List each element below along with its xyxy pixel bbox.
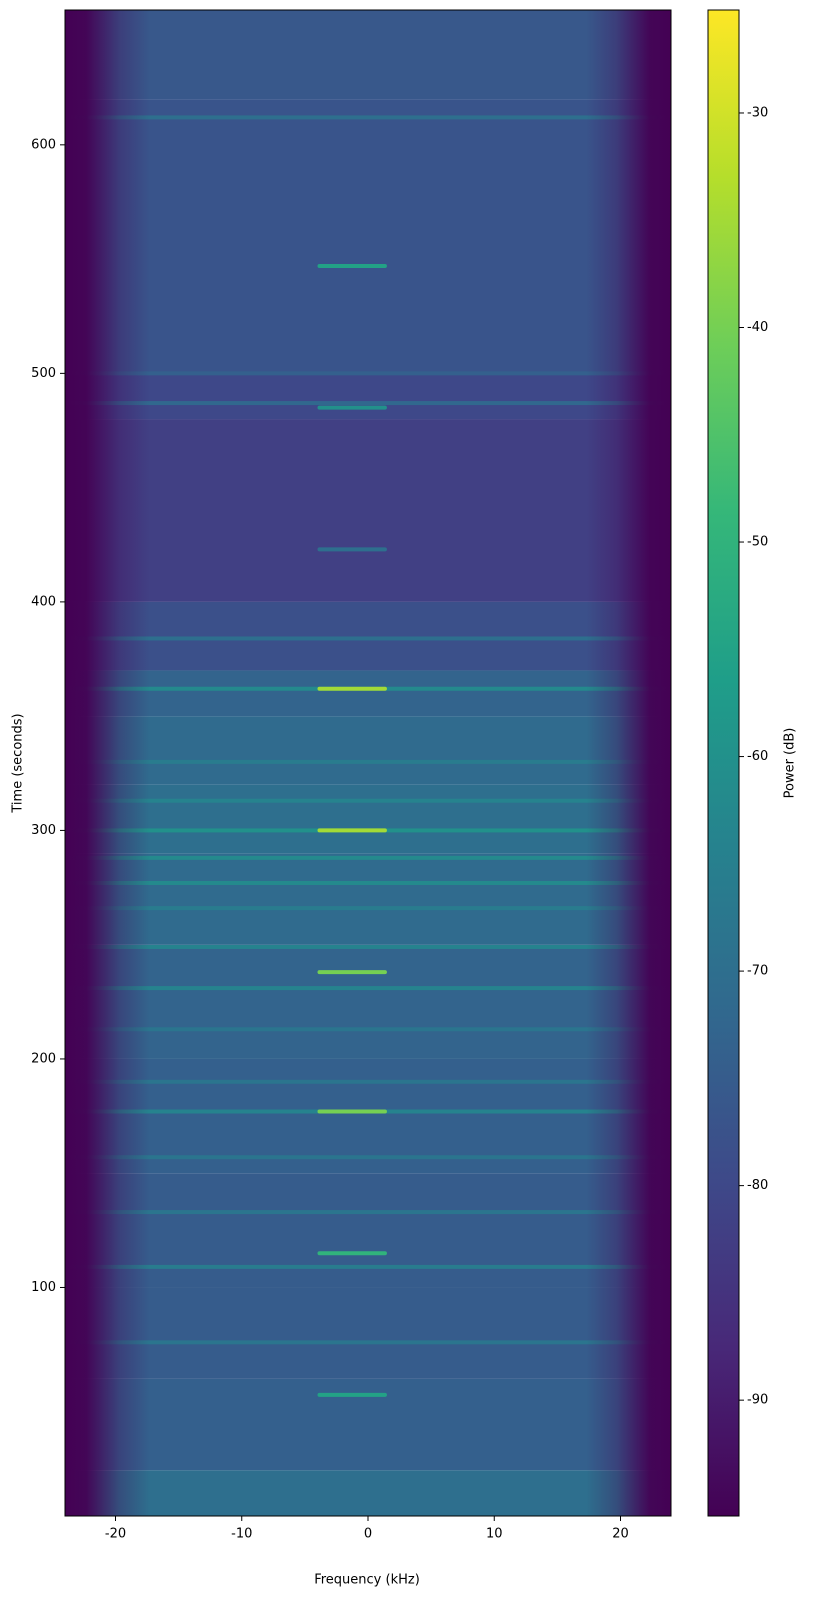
y-tick-label: 200	[31, 1051, 56, 1066]
x-tick-label: 10	[486, 1527, 503, 1542]
burst	[317, 405, 387, 410]
x-tick-label: 20	[612, 1527, 629, 1542]
colorbar	[707, 9, 740, 1517]
x-tick-label: -10	[231, 1527, 252, 1542]
y-tick-label: 100	[31, 1280, 56, 1295]
y-tick-label: 600	[31, 137, 56, 152]
y-tick-label: 300	[31, 823, 56, 838]
burst	[317, 1392, 387, 1397]
band-edge	[65, 10, 671, 1516]
x-tick-label: -20	[105, 1527, 126, 1542]
colorbar-tick-label: -50	[747, 535, 768, 550]
colorbar-tick-label: -40	[747, 320, 768, 335]
colorbar-tick-label: -60	[747, 749, 768, 764]
colorbar-label: Power (dB)	[783, 728, 798, 799]
burst	[317, 1109, 387, 1114]
burst	[317, 1251, 387, 1256]
x-axis-label: Frequency (kHz)	[314, 1573, 420, 1588]
burst	[317, 970, 387, 975]
burst	[317, 828, 387, 833]
burst	[317, 686, 387, 691]
burst	[317, 547, 387, 552]
y-tick-label: 400	[31, 594, 56, 609]
y-axis-label: Time (seconds)	[11, 713, 26, 813]
x-tick-label: 0	[364, 1527, 372, 1542]
colorbar-tick-label: -80	[747, 1178, 768, 1193]
colorbar-tick-label: -90	[747, 1393, 768, 1408]
burst	[317, 263, 387, 268]
plot-area	[65, 10, 671, 1516]
colorbar-tick-label: -30	[747, 105, 768, 120]
y-tick-label: 500	[31, 366, 56, 381]
colorbar-tick-label: -70	[747, 964, 768, 979]
